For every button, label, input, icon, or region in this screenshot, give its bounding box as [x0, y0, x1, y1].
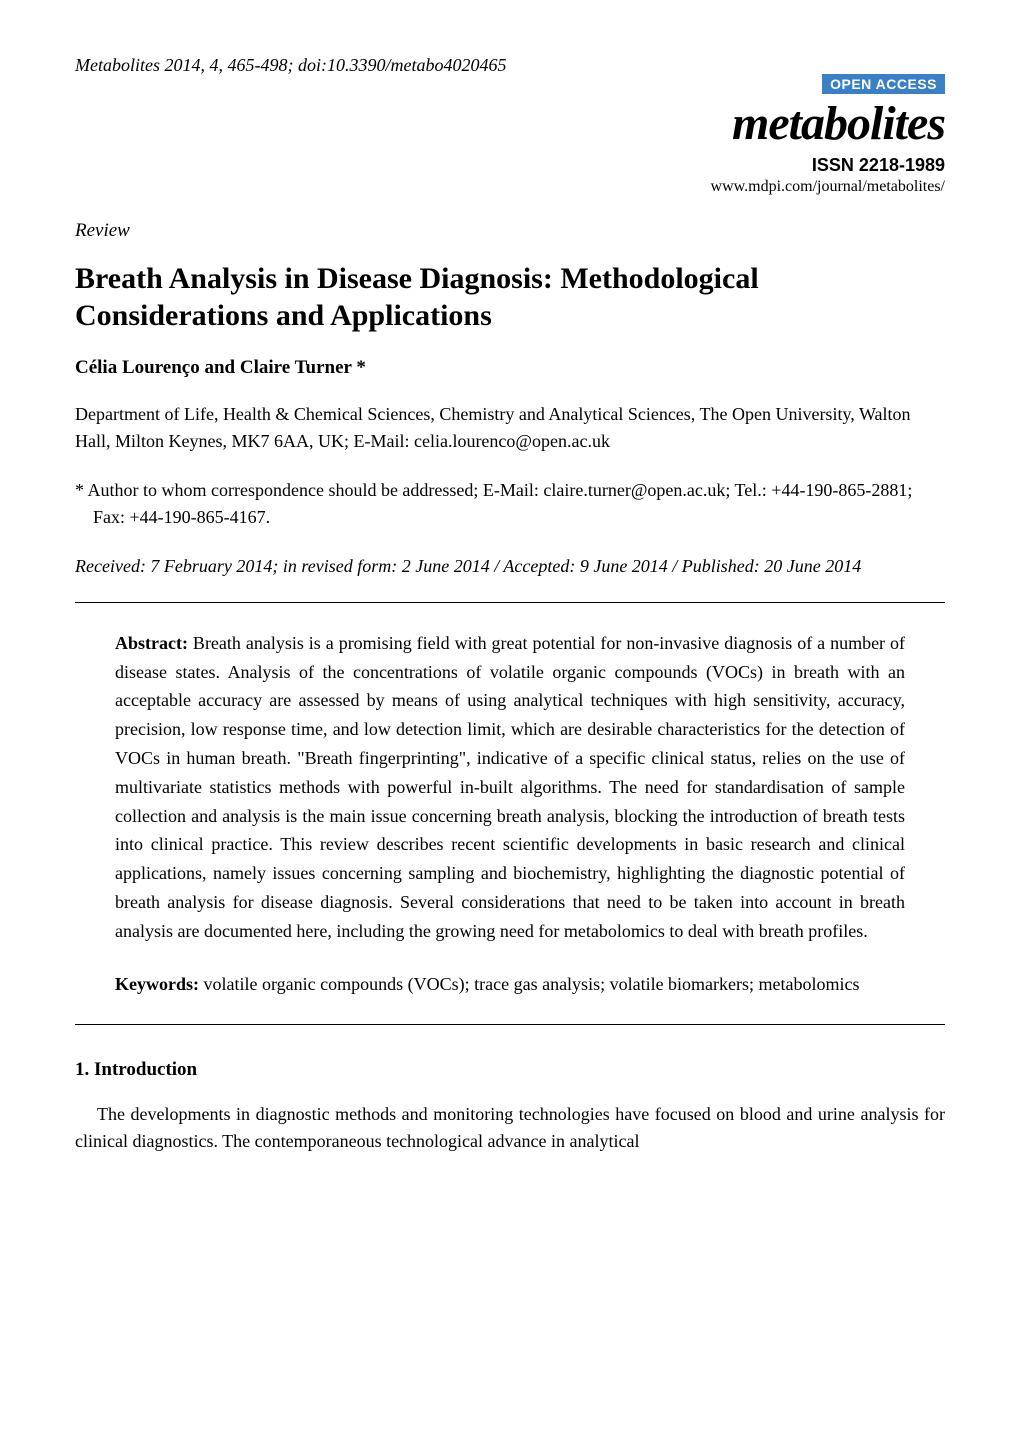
- open-access-row: OPEN ACCESS: [75, 74, 945, 94]
- keywords-block: Keywords: volatile organic compounds (VO…: [115, 970, 905, 999]
- issn: ISSN 2218-1989: [75, 155, 945, 176]
- article-type: Review: [75, 220, 945, 242]
- journal-citation-text: Metabolites 2014, 4, 465-498; doi:10.339…: [75, 55, 506, 75]
- journal-citation: Metabolites 2014, 4, 465-498; doi:10.339…: [75, 55, 945, 76]
- rule-top: [75, 602, 945, 603]
- intro-paragraph-1: The developments in diagnostic methods a…: [75, 1101, 945, 1155]
- abstract-block: Abstract: Breath analysis is a promising…: [115, 629, 905, 946]
- authors: Célia Lourenço and Claire Turner *: [75, 357, 945, 379]
- correspondence: * Author to whom correspondence should b…: [75, 477, 945, 531]
- journal-url: www.mdpi.com/journal/metabolites/: [75, 178, 945, 196]
- keywords-label: Keywords:: [115, 974, 199, 994]
- abstract-label: Abstract:: [115, 633, 188, 653]
- article-title: Breath Analysis in Disease Diagnosis: Me…: [75, 260, 945, 335]
- section-heading-1: 1. Introduction: [75, 1059, 945, 1081]
- keywords-text: volatile organic compounds (VOCs); trace…: [199, 974, 860, 994]
- journal-name: metabolites: [75, 96, 945, 151]
- abstract-text: Breath analysis is a promising field wit…: [115, 633, 905, 941]
- open-access-badge: OPEN ACCESS: [822, 74, 945, 94]
- rule-bottom: [75, 1024, 945, 1025]
- affiliation: Department of Life, Health & Chemical Sc…: [75, 401, 945, 455]
- article-dates: Received: 7 February 2014; in revised fo…: [75, 553, 945, 580]
